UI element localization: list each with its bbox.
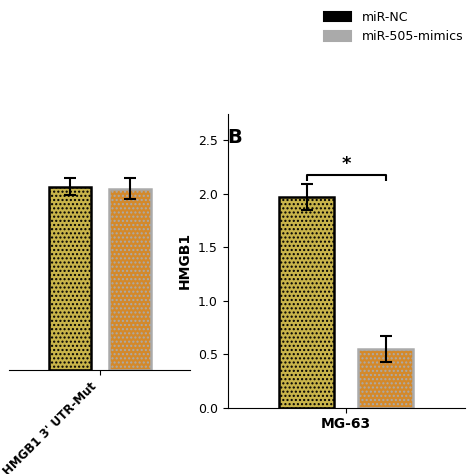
Bar <box>109 189 151 370</box>
Y-axis label: HMGB1: HMGB1 <box>178 232 192 289</box>
Bar <box>279 197 334 408</box>
Legend: miR-NC, miR-505-mimics: miR-NC, miR-505-mimics <box>324 11 463 43</box>
Bar <box>358 349 413 408</box>
Bar <box>48 187 91 370</box>
Text: B: B <box>228 128 242 146</box>
Text: *: * <box>341 155 351 173</box>
